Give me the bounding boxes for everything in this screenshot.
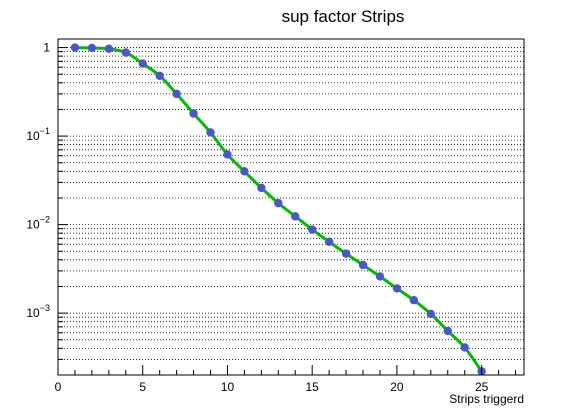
data-point bbox=[189, 109, 198, 118]
data-point bbox=[104, 44, 114, 53]
data-point bbox=[392, 284, 402, 293]
data-point bbox=[70, 43, 80, 52]
data-point bbox=[155, 71, 164, 80]
data-point bbox=[257, 183, 266, 193]
data-point bbox=[409, 295, 419, 305]
data-point bbox=[138, 59, 147, 68]
data-point bbox=[443, 326, 452, 336]
data-point bbox=[375, 272, 385, 281]
x-tick-label: 20 bbox=[390, 380, 404, 394]
data-point bbox=[291, 212, 300, 221]
y-tick-label: 10−2 bbox=[26, 215, 50, 232]
data-point bbox=[341, 249, 351, 258]
data-point bbox=[307, 225, 317, 234]
data-point bbox=[206, 128, 215, 137]
y-tick-label: 10−3 bbox=[26, 303, 50, 320]
data-point bbox=[172, 89, 181, 99]
y-tick-label: 1 bbox=[43, 41, 50, 55]
series-line bbox=[74, 46, 483, 373]
data-point bbox=[274, 198, 283, 208]
data-point bbox=[426, 309, 435, 319]
series-layer bbox=[70, 43, 486, 376]
axes: 0 5 10 15 20 25 1 10−1 10−2 10−3 bbox=[26, 41, 517, 394]
x-tick-label: 15 bbox=[306, 380, 320, 394]
y-tick-label: 10−1 bbox=[26, 126, 50, 143]
x-tick-label: 0 bbox=[55, 380, 62, 394]
x-axis-label: Strips triggerd bbox=[449, 392, 524, 406]
x-tick-label: 25 bbox=[475, 380, 489, 394]
chart-title: sup factor Strips bbox=[282, 7, 405, 26]
data-point bbox=[87, 43, 97, 53]
data-point bbox=[240, 167, 249, 176]
data-point bbox=[223, 150, 232, 159]
data-point bbox=[460, 343, 469, 352]
data-point bbox=[358, 260, 368, 270]
x-tick-label: 10 bbox=[221, 380, 235, 394]
data-point bbox=[324, 237, 334, 246]
data-point bbox=[121, 48, 130, 57]
plot-frame bbox=[57, 38, 525, 376]
x-tick-label: 5 bbox=[139, 380, 146, 394]
